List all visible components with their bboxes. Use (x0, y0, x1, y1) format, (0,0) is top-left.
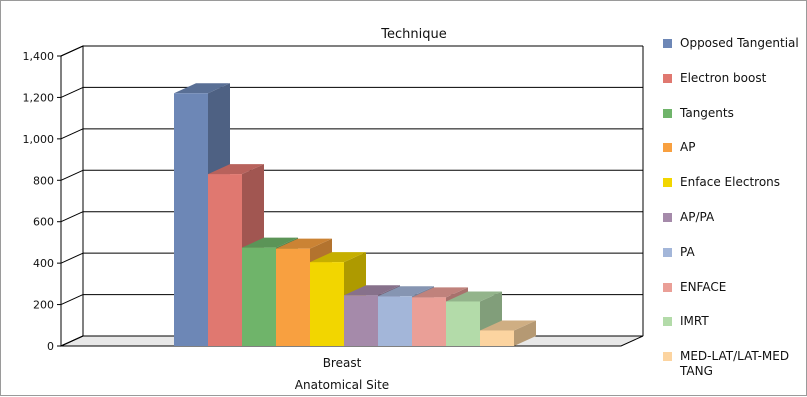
legend-item: Tangents (663, 106, 803, 141)
bar (310, 262, 344, 346)
bar (446, 301, 480, 346)
legend-item: AP/PA (663, 210, 803, 245)
legend-item: Opposed Tangential (663, 36, 803, 71)
bar (174, 93, 208, 347)
gridline-side (60, 128, 84, 140)
bar-top (412, 287, 468, 298)
legend-swatch (663, 317, 672, 327)
y-tick-label: 1,200 (23, 91, 55, 104)
bar (480, 330, 514, 346)
gridline-side (60, 252, 84, 264)
y-tick-label: 600 (33, 216, 54, 229)
bar (344, 295, 378, 346)
legend-swatch (663, 178, 672, 188)
bar-top (208, 164, 264, 175)
legend-label: ENFACE (680, 279, 727, 294)
bar-top (378, 286, 434, 297)
bar-top (174, 83, 230, 94)
y-tick-label: 400 (33, 257, 54, 270)
y-tick-label: 200 (33, 299, 54, 312)
bar (412, 297, 446, 346)
legend-swatch (663, 352, 672, 362)
gridline-side (60, 335, 84, 347)
bar-top (242, 237, 298, 248)
legend-label: AP (680, 140, 696, 155)
gridline-side (60, 294, 84, 306)
y-tick-label: 1,000 (23, 133, 55, 146)
bar-top (446, 291, 502, 302)
legend-label: PA (680, 244, 695, 259)
legend-item: Electron boost (663, 71, 803, 106)
legend-item: Enface Electrons (663, 175, 803, 210)
gridline-side (60, 86, 84, 98)
y-tick-label: 0 (47, 340, 54, 353)
legend-label: IMRT (680, 314, 709, 329)
legend-swatch (663, 143, 672, 153)
legend-label: AP/PA (680, 209, 715, 224)
bar (208, 174, 242, 346)
legend-swatch (663, 108, 672, 118)
y-tick-label: 1,400 (23, 50, 55, 63)
bar-side (514, 320, 536, 346)
legend-item: PA (663, 245, 803, 280)
y-tick-label: 800 (33, 174, 54, 187)
x-axis-title: Anatomical Site (295, 378, 389, 392)
legend-swatch (663, 39, 672, 48)
legend-swatch (663, 247, 672, 257)
chart-legend: Opposed Tangential Electron boost Tangents… (663, 36, 803, 384)
legend-label: Enface Electrons (680, 175, 781, 190)
bar (242, 247, 276, 346)
legend-item: ENFACE (663, 280, 803, 315)
legend-label: Tangents (680, 105, 734, 120)
legend-item: IMRT (663, 314, 803, 349)
bar-top (344, 285, 400, 296)
legend-label: MED-LAT/LAT-MED TANG (680, 349, 790, 379)
legend-label: Electron boost (680, 70, 767, 85)
legend-swatch (663, 212, 672, 222)
legend-swatch (663, 282, 672, 292)
gridline-side (60, 211, 84, 223)
bar-top (310, 252, 366, 263)
legend-label: Opposed Tangential (680, 36, 799, 50)
chart-title: Technique (380, 27, 446, 42)
bar (276, 248, 310, 346)
legend-item: MED-LAT/LAT-MED TANG (663, 349, 803, 384)
x-category-label: Breast (323, 356, 362, 370)
legend-swatch (663, 73, 672, 83)
gridline-side (60, 169, 84, 181)
legend-item: AP (663, 140, 803, 175)
bar (378, 296, 412, 346)
bar-top (276, 238, 332, 249)
gridline-side (60, 45, 84, 57)
side-wall (60, 45, 84, 347)
bar-top (480, 320, 536, 331)
